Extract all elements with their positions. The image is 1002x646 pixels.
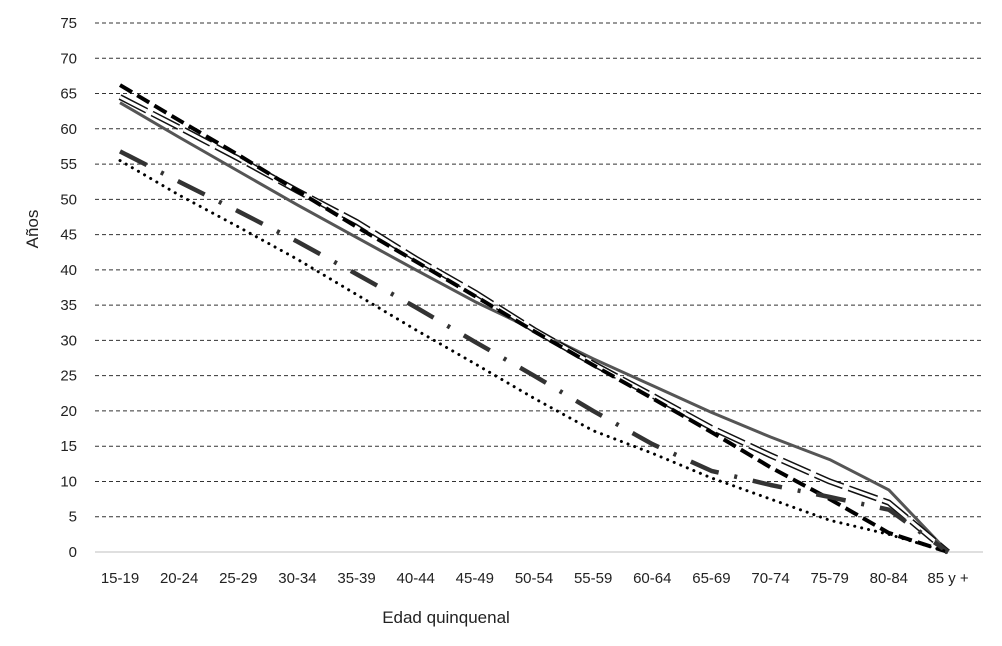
x-tick-label: 70-74 bbox=[751, 570, 789, 587]
y-tick-label: 0 bbox=[69, 544, 77, 561]
series-lines bbox=[118, 83, 950, 555]
x-tick-label: 80-84 bbox=[870, 570, 908, 587]
y-tick-label: 65 bbox=[60, 86, 77, 103]
series-line-2-inner bbox=[119, 95, 949, 554]
x-tick-label: 30-34 bbox=[278, 570, 316, 587]
y-tick-label: 10 bbox=[60, 473, 77, 490]
y-tick-label: 15 bbox=[60, 438, 77, 455]
y-axis-title: Años bbox=[23, 210, 42, 249]
y-tick-label: 75 bbox=[60, 15, 77, 32]
x-tick-label: 60-64 bbox=[633, 570, 671, 587]
y-tick-label: 55 bbox=[60, 156, 77, 173]
x-axis-title: Edad quinquenal bbox=[382, 608, 510, 627]
x-tick-label: 85 y + bbox=[927, 570, 969, 587]
x-tick-label: 25-29 bbox=[219, 570, 257, 587]
gridlines bbox=[95, 22, 983, 553]
y-tick-label: 45 bbox=[60, 227, 77, 244]
y-tick-label: 35 bbox=[60, 297, 77, 314]
x-tick-label: 50-54 bbox=[515, 570, 553, 587]
x-tick-label: 15-19 bbox=[101, 570, 139, 587]
y-axis-ticks: 0 5 10 15 20 25 30 35 40 45 50 55 60 65 70 75 bbox=[60, 15, 77, 561]
y-tick-label: 70 bbox=[60, 50, 77, 67]
x-tick-label: 55-59 bbox=[574, 570, 612, 587]
series-line-5 bbox=[118, 159, 950, 554]
series-line-2 bbox=[118, 94, 950, 555]
x-tick-label: 75-79 bbox=[811, 570, 849, 587]
y-tick-label: 5 bbox=[69, 509, 77, 526]
x-tick-label: 20-24 bbox=[160, 570, 198, 587]
y-tick-label: 60 bbox=[60, 121, 77, 138]
x-tick-label: 65-69 bbox=[692, 570, 730, 587]
y-tick-label: 40 bbox=[60, 262, 77, 279]
series-line-4 bbox=[118, 149, 950, 554]
x-tick-label: 35-39 bbox=[337, 570, 375, 587]
x-tick-label: 45-49 bbox=[456, 570, 494, 587]
y-tick-label: 30 bbox=[60, 332, 77, 349]
x-tick-label: 40-44 bbox=[397, 570, 435, 587]
series-line-3 bbox=[118, 83, 949, 554]
x-axis-ticks: 15-19 20-24 25-29 30-34 35-39 40-44 45-49 50-54… bbox=[101, 570, 969, 587]
y-tick-label: 50 bbox=[60, 191, 77, 208]
y-tick-label: 20 bbox=[60, 403, 77, 420]
y-tick-label: 25 bbox=[60, 368, 77, 385]
